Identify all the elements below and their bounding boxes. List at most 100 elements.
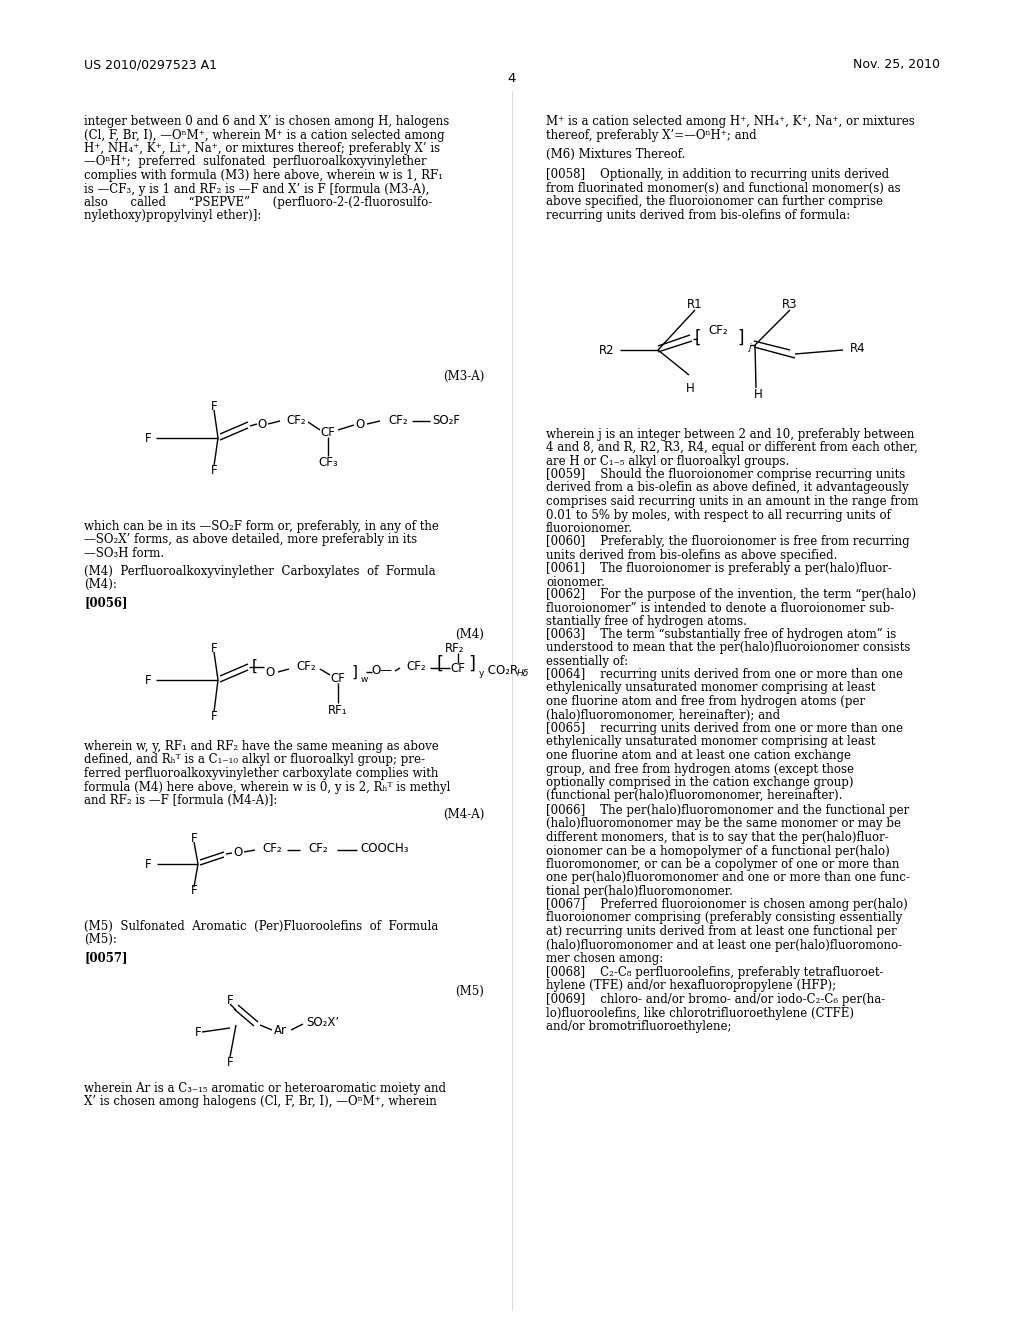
Text: O: O — [233, 846, 243, 858]
Text: H⁺, NH₄⁺, K⁺, Li⁺, Na⁺, or mixtures thereof; preferably X’ is: H⁺, NH₄⁺, K⁺, Li⁺, Na⁺, or mixtures ther… — [84, 143, 440, 154]
Text: from fluorinated monomer(s) and functional monomer(s) as: from fluorinated monomer(s) and function… — [546, 181, 901, 194]
Text: w: w — [361, 676, 369, 685]
Text: ]: ] — [737, 329, 743, 347]
Text: one fluorine atom and at least one cation exchange: one fluorine atom and at least one catio… — [546, 748, 851, 762]
Text: [0066]    The per(halo)fluoromonomer and the functional per: [0066] The per(halo)fluoromonomer and th… — [546, 804, 909, 817]
Text: COOCH₃: COOCH₃ — [360, 842, 409, 855]
Text: 4 and 8, and R, R2, R3, R4, equal or different from each other,: 4 and 8, and R, R2, R3, R4, equal or dif… — [546, 441, 918, 454]
Text: [0069]    chloro- and/or bromo- and/or iodo-C₂-C₆ per(ha-: [0069] chloro- and/or bromo- and/or iodo… — [546, 993, 886, 1006]
Text: R1: R1 — [687, 297, 702, 310]
Text: [: [ — [252, 659, 258, 673]
Text: [0067]    Preferred fluoroionomer is chosen among per(halo): [0067] Preferred fluoroionomer is chosen… — [546, 898, 907, 911]
Text: lo)fluoroolefins, like chlorotrifluoroethylene (CTFE): lo)fluoroolefins, like chlorotrifluoroet… — [546, 1006, 854, 1019]
Text: also      called      “PSEPVE”      (perfluoro-2-(2-fluorosulfo-: also called “PSEPVE” (perfluoro-2-(2-flu… — [84, 195, 432, 209]
Text: F: F — [144, 432, 151, 445]
Text: [0062]    For the purpose of the invention, the term “per(halo): [0062] For the purpose of the invention,… — [546, 587, 916, 601]
Text: integer between 0 and 6 and X’ is chosen among H, halogens: integer between 0 and 6 and X’ is chosen… — [84, 115, 450, 128]
Text: (M5): (M5) — [455, 985, 484, 998]
Text: y: y — [479, 669, 484, 678]
Text: —SO₃H form.: —SO₃H form. — [84, 546, 164, 560]
Text: at) recurring units derived from at least one functional per: at) recurring units derived from at leas… — [546, 925, 897, 939]
Text: ethylenically unsaturated monomer comprising at least: ethylenically unsaturated monomer compri… — [546, 735, 876, 748]
Text: ethylenically unsaturated monomer comprising at least: ethylenically unsaturated monomer compri… — [546, 681, 876, 694]
Text: CF₂: CF₂ — [286, 413, 306, 426]
Text: units derived from bis-olefins as above specified.: units derived from bis-olefins as above … — [546, 549, 838, 561]
Text: [0058]    Optionally, in addition to recurring units derived: [0058] Optionally, in addition to recurr… — [546, 168, 889, 181]
Text: (M4): (M4) — [455, 628, 484, 642]
Text: CF: CF — [451, 661, 466, 675]
Text: CF₂: CF₂ — [407, 660, 426, 673]
Text: F: F — [190, 832, 198, 845]
Text: (halo)fluoromonomer, hereinafter); and: (halo)fluoromonomer, hereinafter); and — [546, 709, 780, 722]
Text: RF₂: RF₂ — [445, 642, 465, 655]
Text: (Cl, F, Br, I), —OⁿM⁺, wherein M⁺ is a cation selected among: (Cl, F, Br, I), —OⁿM⁺, wherein M⁺ is a c… — [84, 128, 444, 141]
Text: SO₂F: SO₂F — [432, 413, 460, 426]
Text: CO₂R: CO₂R — [484, 664, 518, 676]
Text: 4: 4 — [508, 73, 516, 84]
Text: thereof, preferably X’=—OⁿH⁺; and: thereof, preferably X’=—OⁿH⁺; and — [546, 128, 757, 141]
Text: wherein Ar is a C₃₋₁₅ aromatic or heteroaromatic moiety and: wherein Ar is a C₃₋₁₅ aromatic or hetero… — [84, 1082, 446, 1096]
Text: recurring units derived from bis-olefins of formula:: recurring units derived from bis-olefins… — [546, 209, 850, 222]
Text: wherein j is an integer between 2 and 10, preferably between: wherein j is an integer between 2 and 10… — [546, 428, 914, 441]
Text: R2: R2 — [599, 343, 615, 356]
Text: tional per(halo)fluoromonomer.: tional per(halo)fluoromonomer. — [546, 884, 733, 898]
Text: F: F — [211, 642, 217, 655]
Text: ]: ] — [352, 664, 358, 680]
Text: above specified, the fluoroionomer can further comprise: above specified, the fluoroionomer can f… — [546, 195, 883, 209]
Text: oionomer.: oionomer. — [546, 576, 605, 589]
Text: [0068]    C₂-C₈ perfluoroolefins, preferably tetrafluoroet-: [0068] C₂-C₈ perfluoroolefins, preferabl… — [546, 966, 884, 979]
Text: is —CF₃, y is 1 and RF₂ is —F and X’ is F [formula (M3-A),: is —CF₃, y is 1 and RF₂ is —F and X’ is … — [84, 182, 429, 195]
Text: (halo)fluoromonomer and at least one per(halo)fluoromono-: (halo)fluoromonomer and at least one per… — [546, 939, 902, 952]
Text: CF₂: CF₂ — [262, 842, 282, 855]
Text: F: F — [190, 883, 198, 896]
Text: group, and free from hydrogen atoms (except those: group, and free from hydrogen atoms (exc… — [546, 763, 854, 776]
Text: derived from a bis-olefin as above defined, it advantageously: derived from a bis-olefin as above defin… — [546, 482, 908, 495]
Text: —OⁿH⁺;  preferred  sulfonated  perfluoroalkoxyvinylether: —OⁿH⁺; preferred sulfonated perfluoroalk… — [84, 156, 427, 169]
Text: defined, and Rₕᵀ is a C₁₋₁₀ alkyl or fluoroalkyl group; pre-: defined, and Rₕᵀ is a C₁₋₁₀ alkyl or flu… — [84, 754, 425, 767]
Text: —SO₂X’ forms, as above detailed, more preferably in its: —SO₂X’ forms, as above detailed, more pr… — [84, 533, 417, 546]
Text: F: F — [211, 710, 217, 722]
Text: understood to mean that the per(halo)fluoroionomer consists: understood to mean that the per(halo)flu… — [546, 642, 910, 655]
Text: stantially free of hydrogen atoms.: stantially free of hydrogen atoms. — [546, 615, 746, 628]
Text: CF₂: CF₂ — [709, 323, 728, 337]
Text: (M6) Mixtures Thereof.: (M6) Mixtures Thereof. — [546, 148, 685, 161]
Text: wherein w, y, RF₁ and RF₂ have the same meaning as above: wherein w, y, RF₁ and RF₂ have the same … — [84, 741, 438, 752]
Text: hylene (TFE) and/or hexafluoropropylene (HFP);: hylene (TFE) and/or hexafluoropropylene … — [546, 979, 837, 993]
Text: (M4-A): (M4-A) — [442, 808, 484, 821]
Text: O: O — [257, 417, 266, 430]
Text: 0.01 to 5% by moles, with respect to all recurring units of: 0.01 to 5% by moles, with respect to all… — [546, 508, 891, 521]
Text: (M3-A): (M3-A) — [442, 370, 484, 383]
Text: M⁺ is a cation selected among H⁺, NH₄⁺, K⁺, Na⁺, or mixtures: M⁺ is a cation selected among H⁺, NH₄⁺, … — [546, 115, 914, 128]
Text: fluoroionomer.: fluoroionomer. — [546, 521, 633, 535]
Text: [0060]    Preferably, the fluoroionomer is free from recurring: [0060] Preferably, the fluoroionomer is … — [546, 535, 909, 548]
Text: CF: CF — [331, 672, 345, 685]
Text: and/or bromotrifluoroethylene;: and/or bromotrifluoroethylene; — [546, 1020, 731, 1034]
Text: F: F — [211, 463, 217, 477]
Text: X’ is chosen among halogens (Cl, F, Br, I), —OⁿM⁺, wherein: X’ is chosen among halogens (Cl, F, Br, … — [84, 1096, 437, 1109]
Text: fluoroionomer” is intended to denote a fluoroionomer sub-: fluoroionomer” is intended to denote a f… — [546, 602, 894, 615]
Text: CF: CF — [321, 425, 336, 438]
Text: (M5)  Sulfonated  Aromatic  (Per)Fluoroolefins  of  Formula: (M5) Sulfonated Aromatic (Per)Fluoroolef… — [84, 920, 438, 933]
Text: F: F — [144, 673, 151, 686]
Text: [: [ — [695, 329, 701, 347]
Text: [0065]    recurring units derived from one or more than one: [0065] recurring units derived from one … — [546, 722, 903, 735]
Text: RF₁: RF₁ — [328, 704, 348, 717]
Text: Ar: Ar — [274, 1023, 287, 1036]
Text: different monomers, that is to say that the per(halo)fluor-: different monomers, that is to say that … — [546, 832, 889, 843]
Text: US 2010/0297523 A1: US 2010/0297523 A1 — [84, 58, 217, 71]
Text: R3: R3 — [782, 297, 798, 310]
Text: O: O — [265, 665, 274, 678]
Text: CF₃: CF₃ — [318, 455, 338, 469]
Text: H: H — [754, 388, 763, 401]
Text: CF₂: CF₂ — [296, 660, 315, 673]
Text: essentially of:: essentially of: — [546, 655, 628, 668]
Text: [0057]: [0057] — [84, 950, 128, 964]
Text: mer chosen among:: mer chosen among: — [546, 952, 664, 965]
Text: CF₂: CF₂ — [308, 842, 328, 855]
Text: (halo)fluoromonomer may be the same monomer or may be: (halo)fluoromonomer may be the same mono… — [546, 817, 901, 830]
Text: formula (M4) here above, wherein w is 0, y is 2, Rₕᵀ is methyl: formula (M4) here above, wherein w is 0,… — [84, 780, 451, 793]
Text: are H or C₁₋₅ alkyl or fluoroalkyl groups.: are H or C₁₋₅ alkyl or fluoroalkyl group… — [546, 455, 790, 469]
Text: comprises said recurring units in an amount in the range from: comprises said recurring units in an amo… — [546, 495, 919, 508]
Text: (M5):: (M5): — [84, 933, 117, 946]
Text: [0064]    recurring units derived from one or more than one: [0064] recurring units derived from one … — [546, 668, 903, 681]
